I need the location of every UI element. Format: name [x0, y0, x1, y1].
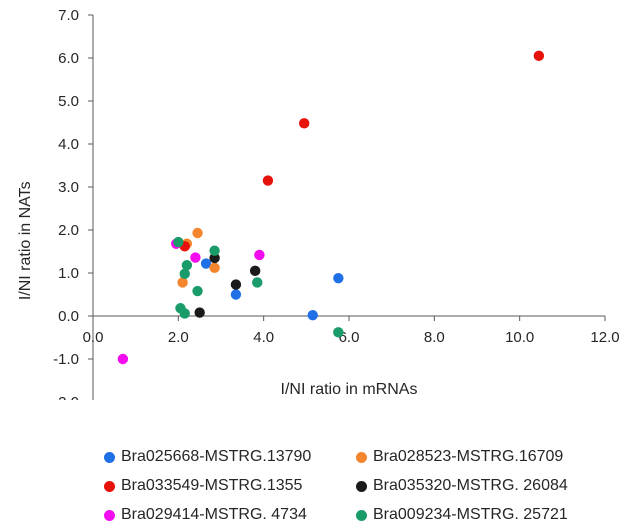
y-axis-title: I/NI ratio in NATs — [17, 181, 34, 300]
data-point-series-4 — [249, 265, 261, 277]
scatter-chart: -2.0-1.00.01.02.03.04.05.06.07.00.02.04.… — [17, 7, 620, 400]
y-tick-label: 7.0 — [58, 7, 79, 24]
legend-item: Bra035320-MSTRG. 26084 — [356, 477, 568, 495]
legend-item: Bra025668-MSTRG.13790 — [104, 448, 311, 466]
data-point-series-6 — [192, 285, 203, 297]
data-point-series-6 — [173, 236, 184, 248]
legend-label: Bra025668-MSTRG.13790 — [121, 448, 312, 465]
data-point-series-3 — [533, 50, 545, 62]
legend-marker — [356, 480, 367, 492]
data-point-series-2 — [192, 227, 203, 239]
legend-label: Bra009234-MSTRG. 25721 — [373, 506, 568, 523]
legend-label: Bra029414-MSTRG. 4734 — [121, 506, 307, 523]
legend-label: Bra028523-MSTRG.16709 — [373, 448, 564, 465]
data-point-series-4 — [230, 279, 242, 290]
y-tick-label: -1.0 — [53, 351, 79, 368]
data-point-series-2 — [177, 277, 188, 288]
data-point-series-5 — [117, 353, 129, 365]
data-point-series-6 — [333, 327, 344, 338]
y-tick-label: 5.0 — [58, 93, 79, 110]
y-tick-label: 4.0 — [58, 136, 79, 153]
data-point-series-4 — [194, 307, 205, 318]
legend-marker — [104, 451, 115, 463]
y-tick-label: 3.0 — [58, 179, 79, 196]
x-tick-label: 10.0 — [505, 329, 534, 346]
x-tick-label: 0.0 — [83, 329, 104, 346]
data-point-series-6 — [181, 260, 193, 271]
legend-label: Bra033549-MSTRG.1355 — [121, 477, 303, 494]
data-point-series-5 — [190, 252, 201, 263]
x-tick-label: 4.0 — [253, 329, 274, 346]
legend-label: Bra035320-MSTRG. 26084 — [373, 477, 568, 494]
x-tick-label: 2.0 — [168, 329, 189, 346]
x-tick-label: 12.0 — [590, 329, 619, 346]
data-point-series-1 — [333, 272, 344, 284]
legend-item: Bra009234-MSTRG. 25721 — [356, 506, 568, 524]
x-tick-label: 6.0 — [339, 329, 360, 346]
data-point-series-1 — [230, 289, 242, 300]
data-point-series-6 — [252, 277, 263, 288]
legend-item: Bra033549-MSTRG.1355 — [104, 477, 302, 495]
legend-marker — [356, 451, 367, 463]
x-tick-label: 8.0 — [424, 329, 445, 346]
data-point-series-6 — [179, 308, 190, 319]
data-point-series-2 — [209, 262, 220, 274]
x-axis-title: I/NI ratio in mRNAs — [281, 381, 418, 398]
legend-marker — [104, 480, 115, 492]
data-point-series-5 — [254, 249, 265, 261]
legend-marker — [356, 509, 367, 521]
data-point-series-4 — [209, 252, 220, 264]
y-tick-label: 2.0 — [58, 222, 79, 239]
data-point-series-1 — [200, 258, 212, 269]
y-tick-label: 0.0 — [58, 308, 79, 325]
y-tick-label: 1.0 — [58, 265, 79, 282]
y-tick-label: 6.0 — [58, 50, 79, 67]
legend-marker — [104, 509, 115, 521]
data-point-series-3 — [262, 175, 274, 186]
data-point-series-6 — [209, 245, 220, 256]
data-point-series-3 — [299, 118, 310, 129]
data-point-series-1 — [307, 309, 318, 321]
legend-item: Bra029414-MSTRG. 4734 — [104, 506, 307, 524]
legend-item: Bra028523-MSTRG.16709 — [356, 448, 563, 466]
y-tick-label: -2.0 — [53, 394, 79, 400]
data-point-series-6 — [179, 268, 190, 280]
